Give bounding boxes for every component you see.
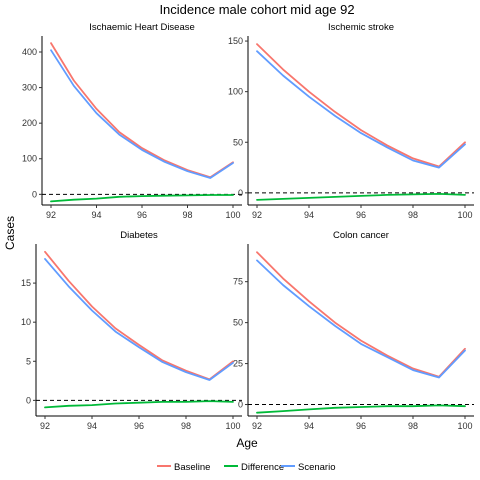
legend-label-difference: Difference xyxy=(241,462,284,473)
x-tick-label: 92 xyxy=(40,421,50,431)
series-line-difference xyxy=(256,192,466,201)
x-tick-label: 100 xyxy=(225,421,240,431)
y-tick-label: 75 xyxy=(233,277,243,287)
y-tick-label: 0 xyxy=(238,188,243,198)
y-tick-label: 5 xyxy=(26,356,31,366)
x-tick-label: 98 xyxy=(408,210,418,220)
panel-colon-cancer: Colon cancer 0 25 50 75 92 94 96 98 100 xyxy=(233,230,474,431)
x-tick-label: 96 xyxy=(134,421,144,431)
y-tick-label: 0 xyxy=(26,395,31,405)
x-tick-label: 92 xyxy=(252,210,262,220)
x-tick-label: 92 xyxy=(46,210,56,220)
x-tick-label: 96 xyxy=(137,210,147,220)
y-tick-label: 15 xyxy=(21,278,31,288)
x-tick-label: 94 xyxy=(304,210,314,220)
series-line-difference xyxy=(44,400,234,409)
y-tick-label: 25 xyxy=(233,359,243,369)
panel-title: Ischemic stroke xyxy=(328,22,394,33)
x-tick-label: 100 xyxy=(457,210,472,220)
x-tick-label: 98 xyxy=(182,210,192,220)
series-line-scenario xyxy=(256,50,466,169)
series-line-difference xyxy=(256,404,466,414)
series-line-baseline xyxy=(256,43,466,168)
panel-diabetes: Diabetes 0 5 10 15 92 94 96 98 100 xyxy=(21,230,242,431)
panel-title: Diabetes xyxy=(120,230,158,241)
legend-label-scenario: Scenario xyxy=(298,462,336,473)
y-tick-label: 100 xyxy=(228,87,243,97)
chart-title: Incidence male cohort mid age 92 xyxy=(159,2,354,17)
x-tick-label: 92 xyxy=(252,421,262,431)
series-line-scenario xyxy=(44,257,234,381)
y-tick-label: 10 xyxy=(21,317,31,327)
series-line-baseline xyxy=(256,251,466,378)
series-line-baseline xyxy=(44,250,234,381)
x-tick-label: 94 xyxy=(91,210,101,220)
series-line-difference xyxy=(50,194,234,203)
panel-ischaemic-heart-disease: Ischaemic Heart Disease 0 100 200 300 400 92 94… xyxy=(22,22,242,220)
y-tick-label: 100 xyxy=(22,154,37,164)
y-tick-label: 150 xyxy=(228,36,243,46)
x-tick-label: 98 xyxy=(408,421,418,431)
y-tick-label: 50 xyxy=(233,137,243,147)
y-tick-label: 0 xyxy=(238,400,243,410)
series-line-scenario xyxy=(256,259,466,379)
panel-title: Ischaemic Heart Disease xyxy=(89,22,195,33)
series-line-baseline xyxy=(50,42,234,179)
x-tick-label: 100 xyxy=(225,210,240,220)
x-axis-title: Age xyxy=(236,436,258,450)
y-tick-label: 200 xyxy=(22,118,37,128)
y-tick-label: 400 xyxy=(22,47,37,57)
x-tick-label: 100 xyxy=(457,421,472,431)
x-tick-label: 94 xyxy=(304,421,314,431)
y-tick-label: 50 xyxy=(233,318,243,328)
panel-ischemic-stroke: Ischemic stroke 0 50 100 150 92 94 96 98 100 xyxy=(228,22,474,220)
x-tick-label: 96 xyxy=(356,421,366,431)
x-tick-label: 96 xyxy=(356,210,366,220)
y-axis-title: Cases xyxy=(3,216,17,250)
legend-label-baseline: Baseline xyxy=(174,462,210,473)
series-line-scenario xyxy=(50,49,234,179)
x-tick-label: 94 xyxy=(87,421,97,431)
y-tick-label: 0 xyxy=(32,189,37,199)
y-tick-label: 300 xyxy=(22,83,37,93)
x-tick-label: 98 xyxy=(181,421,191,431)
legend: Baseline Difference Scenario xyxy=(157,462,336,473)
panel-title: Colon cancer xyxy=(333,230,389,241)
